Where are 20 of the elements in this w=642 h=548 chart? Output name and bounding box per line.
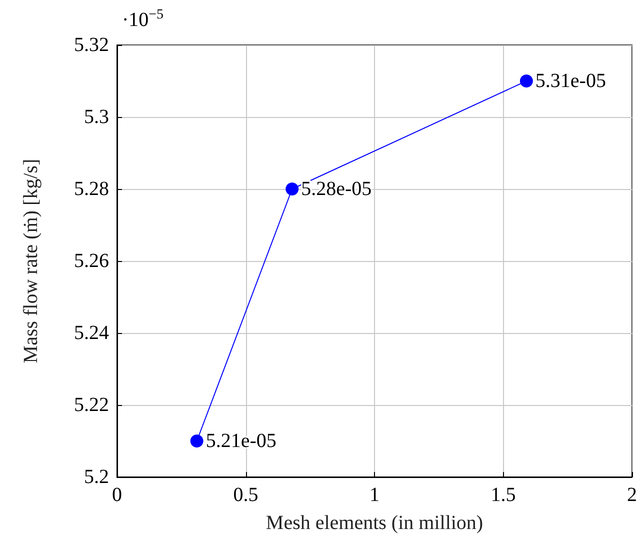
y-tick-label: 5.2: [84, 466, 109, 488]
annotation: 5.31e-05: [535, 70, 606, 92]
x-tick-label: 1.5: [490, 484, 516, 506]
y-tick-label: 5.3: [84, 106, 109, 128]
y-tick-label: 5.28: [74, 178, 109, 200]
x-tick-label: 1: [370, 484, 380, 506]
point: [520, 74, 533, 88]
x-axis-title: Mesh elements (in million): [266, 512, 484, 534]
x-tick-label: 2: [627, 484, 637, 506]
x-tick-label: 0.5: [233, 484, 258, 506]
y-axis-title: Mass flow rate (ṁ) [kg/s]: [20, 158, 42, 364]
y-tick-label: 5.26: [74, 250, 109, 272]
y-tick-label: 5.24: [74, 322, 109, 344]
point: [190, 434, 204, 448]
y-tick-label: 5.22: [74, 394, 109, 416]
y-tick-label: 5.32: [74, 34, 109, 56]
annotation: 5.21e-05: [206, 430, 276, 452]
point: [286, 182, 299, 196]
x-tick-label: 0: [112, 484, 122, 506]
annotation: 5.28e-05: [301, 178, 372, 200]
